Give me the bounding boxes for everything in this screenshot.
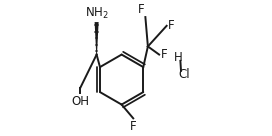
Text: H: H [174,51,182,64]
Text: OH: OH [71,95,89,108]
Text: F: F [160,48,167,61]
Text: F: F [130,120,137,133]
Text: NH$_2$: NH$_2$ [85,6,109,21]
Text: F: F [138,3,144,16]
Text: Cl: Cl [178,68,190,81]
Text: F: F [168,19,175,32]
Polygon shape [95,22,99,55]
